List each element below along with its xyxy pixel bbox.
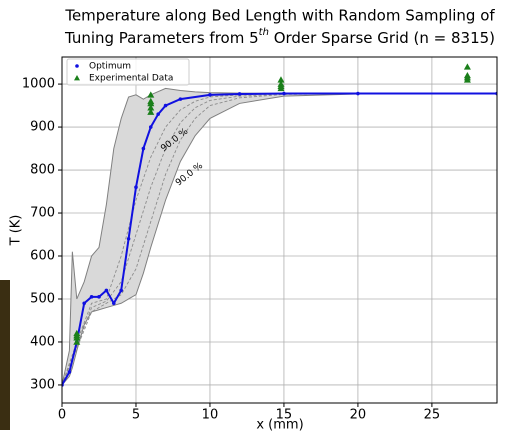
data-point: [147, 108, 155, 115]
background-strip: [0, 280, 10, 430]
title-part: Tuning Parameters from 5: [64, 29, 259, 47]
x-tick-label: 20: [350, 408, 367, 423]
y-tick-label: 800: [30, 163, 55, 178]
data-point: [148, 125, 153, 129]
legend-label: Experimental Data: [89, 74, 173, 84]
y-tick-label: 600: [30, 249, 55, 264]
x-tick-label: 10: [202, 408, 219, 423]
y-tick-label: 900: [30, 120, 55, 135]
data-point: [277, 76, 285, 83]
x-tick-label: 15: [276, 408, 293, 423]
data-point: [147, 99, 155, 107]
data-point: [134, 185, 138, 190]
x-tick-label: 25: [424, 408, 441, 423]
y-tick-label: 700: [30, 206, 55, 221]
envelope-fill: [62, 88, 497, 385]
chart-title-line1: Temperature along Bed Length with Random…: [64, 7, 495, 25]
data-point: [119, 288, 123, 293]
legend-box: [66, 58, 190, 86]
data-point: [73, 329, 81, 337]
data-point: [277, 84, 285, 92]
dashed-curve: [62, 93, 497, 386]
data-point: [156, 112, 160, 116]
data-point: [178, 97, 183, 101]
x-axis-label: x (mm): [256, 418, 303, 433]
data-point: [111, 301, 116, 306]
data-point: [356, 91, 360, 96]
y-axis-label: T (K): [9, 215, 24, 247]
legend-marker: [74, 75, 80, 81]
data-point: [208, 93, 212, 97]
data-point: [282, 91, 286, 96]
data-point: [89, 295, 94, 299]
data-point: [463, 76, 471, 83]
data-point: [463, 63, 471, 70]
plot-frame: [61, 56, 498, 404]
envelope-edge: [62, 87, 497, 386]
data-point: [73, 338, 81, 345]
data-point: [147, 104, 155, 111]
legend-marker: [75, 64, 79, 68]
legend-label: Optimum: [89, 62, 131, 72]
data-point: [147, 91, 155, 98]
data-point: [126, 237, 131, 241]
title-part: Order Sparse Grid (n = 8315): [269, 29, 495, 47]
data-point: [104, 288, 109, 293]
data-point: [97, 295, 101, 299]
y-tick-label: 500: [30, 291, 55, 306]
dashed-curve: [62, 93, 497, 386]
data-point: [82, 301, 86, 306]
chart-title-line2: Tuning Parameters from 5th Order Sparse …: [64, 27, 495, 47]
data-point: [67, 370, 72, 374]
data-point: [237, 92, 242, 96]
y-tick-label: 1000: [22, 77, 55, 92]
data-point: [163, 103, 168, 108]
title-superscript: th: [259, 27, 269, 38]
y-tick-label: 300: [30, 377, 55, 392]
plot-area: [62, 63, 497, 387]
y-tick-label: 400: [30, 334, 55, 349]
x-tick-label: 0: [58, 408, 66, 423]
dashed-curve: [62, 93, 497, 386]
x-tick-label: 5: [132, 408, 140, 423]
data-point: [141, 146, 146, 151]
